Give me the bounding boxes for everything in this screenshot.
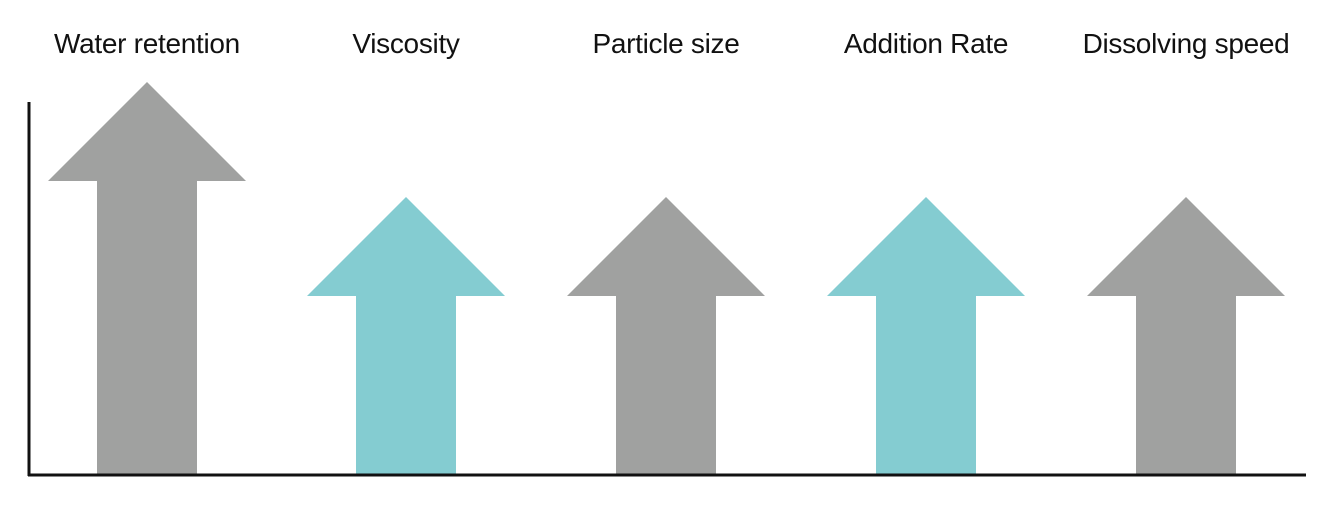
arrow-up-particle-size: [567, 197, 765, 474]
arrow-up-addition-rate: [827, 197, 1025, 474]
label-viscosity: Viscosity: [352, 28, 460, 59]
label-addition-rate: Addition Rate: [843, 28, 1009, 59]
label-water-retention: Water retention: [54, 28, 240, 59]
arrow-up-viscosity: [307, 197, 505, 474]
arrow-up-water-retention: [48, 82, 246, 474]
arrow-up-dissolving-speed: [1087, 197, 1285, 474]
label-dissolving-speed: Dissolving speed: [1082, 28, 1290, 59]
label-particle-size: Particle size: [592, 28, 740, 59]
